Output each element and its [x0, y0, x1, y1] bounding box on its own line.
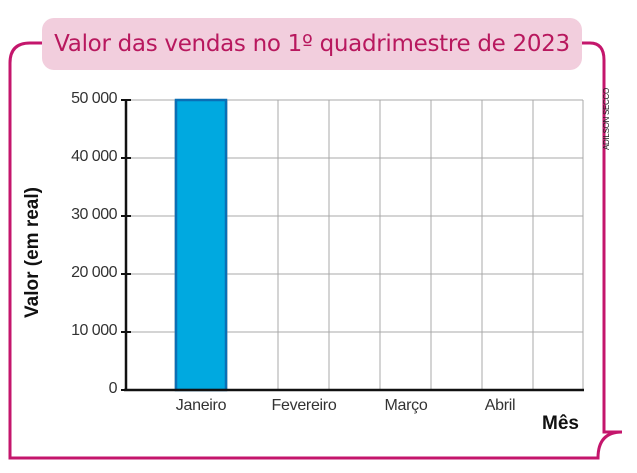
y-tick-30000: 30 000: [71, 206, 117, 223]
y-tick-20000: 20 000: [71, 264, 117, 281]
frame-border: [8, 41, 623, 460]
image-credit: ADILSON SECCO: [602, 88, 611, 150]
chart-title: Valor das vendas no 1º quadrimestre de 2…: [54, 31, 570, 57]
y-tick-10000: 10 000: [71, 322, 117, 339]
y-axis-ticks: [121, 99, 131, 391]
chart-title-box: Valor das vendas no 1º quadrimestre de 2…: [42, 18, 582, 70]
x-tick-fevereiro: Fevereiro: [271, 397, 337, 414]
y-axis-label: Valor (em real): [22, 187, 43, 318]
y-tick-40000: 40 000: [71, 148, 117, 165]
x-axis-label: Mês: [542, 413, 579, 434]
x-tick-janeiro: Janeiro: [175, 397, 227, 414]
y-tick-50000: 50 000: [71, 90, 117, 107]
y-tick-0: 0: [108, 380, 118, 397]
x-tick-abril: Abril: [484, 397, 516, 414]
x-tick-marco: Março: [384, 397, 428, 414]
bar-janeiro: [174, 98, 228, 392]
